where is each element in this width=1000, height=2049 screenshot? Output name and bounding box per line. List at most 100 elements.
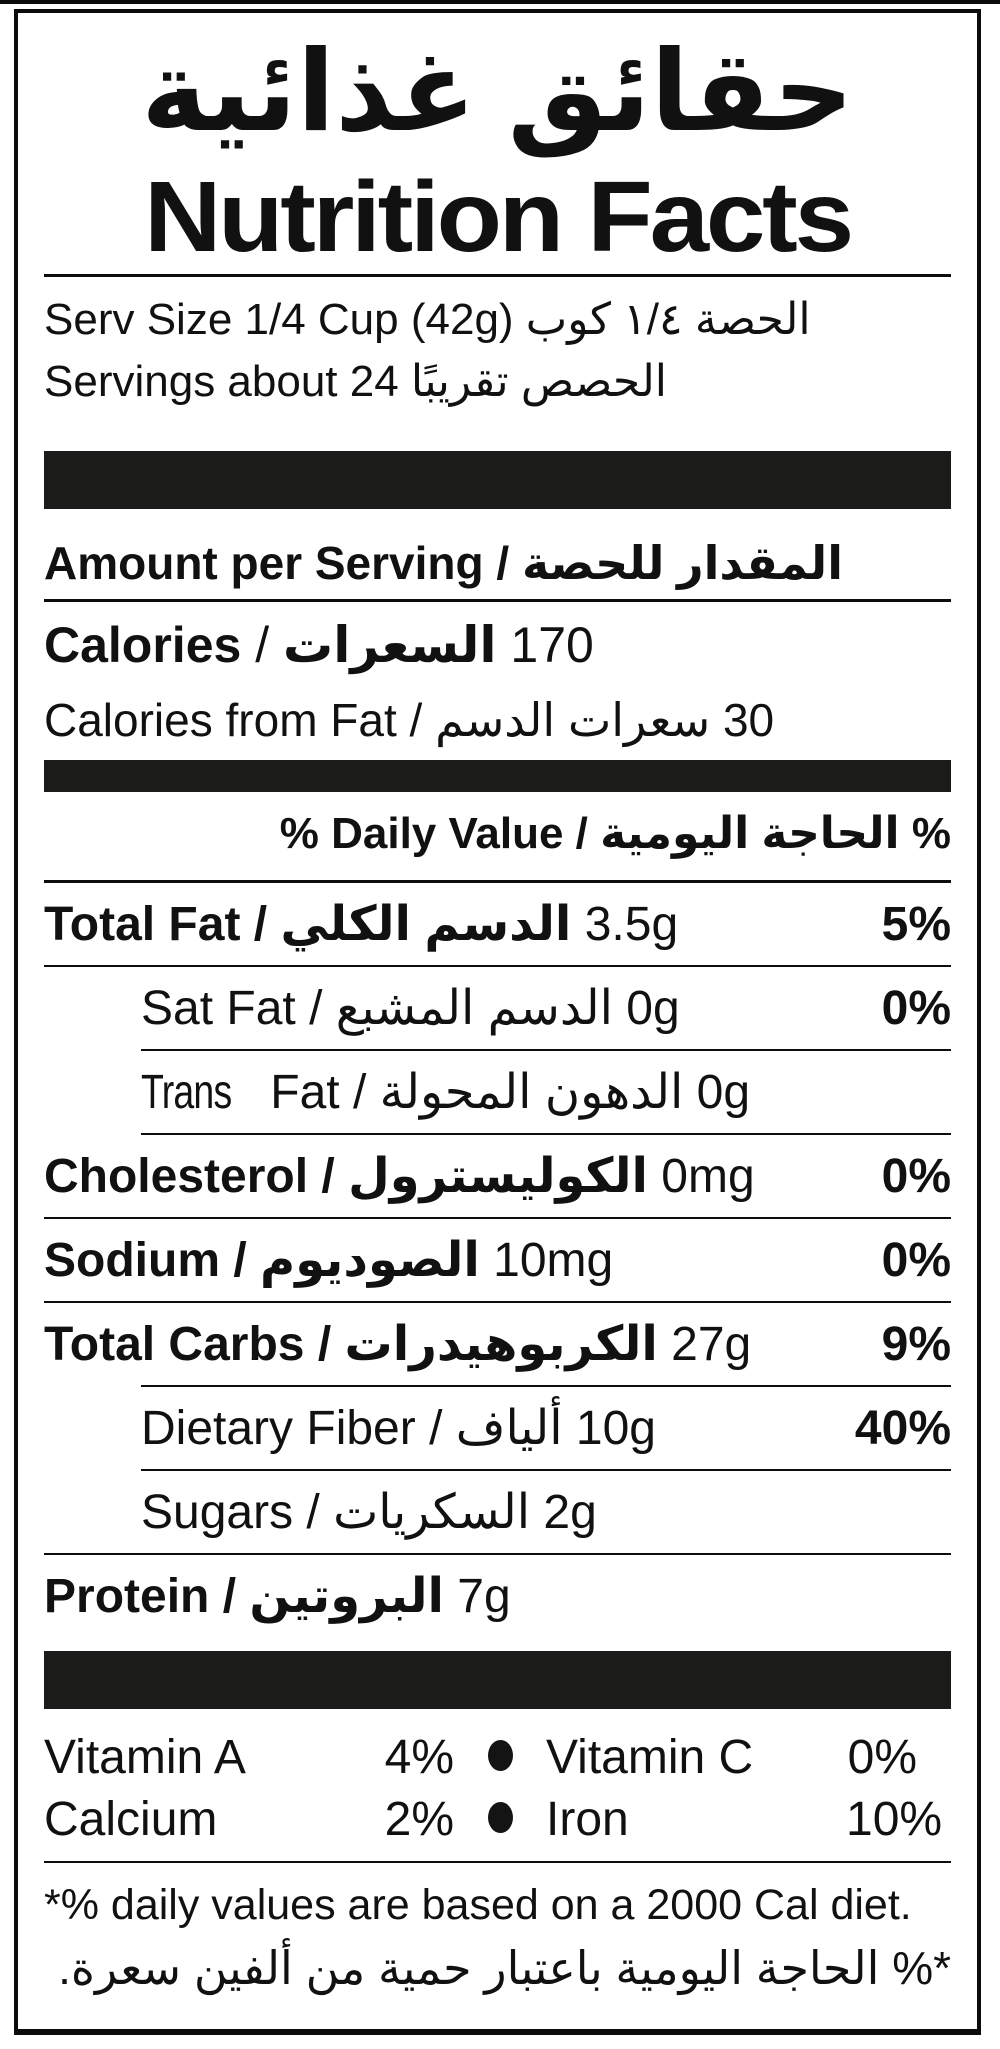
calories-from-fat-ar: سعرات الدسم [435, 694, 711, 746]
vitamin-name: Vitamin C [546, 1731, 754, 1784]
separator-slash: / [483, 537, 522, 589]
title-arabic: حقائق غذائية [141, 29, 854, 154]
daily-value-header: % Daily Value / الحاجة اليومية % [44, 806, 951, 862]
bullet-separator [454, 1727, 546, 1789]
nutrient-value: 10mg [479, 1234, 614, 1287]
nutrient-name-en: Fat [256, 1066, 340, 1119]
daily-value-header-ar: الحاجة اليومية [600, 809, 900, 858]
amount-divider [44, 599, 951, 602]
row-divider [141, 1469, 951, 1471]
nutrient-label-sugars: Sugars / السكريات 2g [141, 1485, 951, 1541]
separator-slash: / [339, 1066, 380, 1119]
servings-count-ar: الحصص تقريبًا [410, 357, 667, 406]
nutrient-name-ar: البروتين [249, 1570, 444, 1623]
nutrient-daily-value: 40% [854, 1402, 951, 1455]
serving-size-line: Serv Size 1/4 Cup (42g) الحصة ١/٤ كوب [44, 289, 951, 351]
nutrient-label-sat-fat: Sat Fat / الدسم المشبع 0g [141, 981, 831, 1037]
nutrient-name-ar: الصوديوم [260, 1234, 480, 1287]
vitamin-name: Vitamin A [44, 1731, 246, 1784]
daily-value-header-en: % Daily Value [279, 809, 564, 858]
nutrient-daily-value: 0% [881, 982, 951, 1035]
nutrient-value: 10g [562, 1402, 656, 1455]
nutrient-name-en: Sat Fat [141, 982, 296, 1035]
vitamin-percent: 10% [846, 1793, 943, 1846]
separator-slash: / [304, 1318, 345, 1371]
nutrient-row-sugars: Sugars / السكريات 2g [141, 1471, 951, 1553]
bullet-icon [487, 1739, 513, 1771]
calories-value: 170 [496, 617, 594, 673]
nutrient-label-protein: Protein / البروتين 7g [44, 1569, 951, 1625]
calories-ar: السعرات [283, 617, 497, 673]
nutrient-name-en: Cholesterol [44, 1150, 309, 1203]
trans-prefix: Trans [141, 1066, 232, 1119]
row-divider [44, 1217, 951, 1219]
amount-ar: المقدار للحصة [521, 537, 843, 589]
row-divider [141, 1133, 951, 1135]
nutrient-row-trans-fat: Trans Fat / الدهون المحولة 0g [141, 1051, 951, 1133]
nutrient-name-ar: الدهون المحولة [379, 1066, 684, 1119]
nutrient-row-total-carbs: Total Carbs / الكربوهيدرات 27g 9% [44, 1303, 951, 1385]
nutrient-name-ar: الكربوهيدرات [344, 1318, 658, 1371]
nutrient-name-ar: الدسم الكلي [280, 898, 572, 951]
nutrient-row-sodium: Sodium / الصوديوم 10mg 0% [44, 1219, 951, 1301]
vitamin-name: Calcium [44, 1793, 218, 1846]
title-divider [44, 274, 951, 277]
nutrient-value: 0g [612, 982, 680, 1035]
nutrient-label-trans-fat: Trans Fat / الدهون المحولة 0g [141, 1065, 951, 1121]
bullet-icon [487, 1801, 513, 1833]
servings-count-en: Servings about 24 [44, 357, 399, 406]
vitamin-percent: 0% [847, 1731, 917, 1784]
separator-slash: / [293, 1486, 334, 1539]
section-bar-top [44, 451, 951, 509]
nutrient-value: 3.5g [571, 898, 679, 951]
nutrient-value: 0g [683, 1066, 751, 1119]
nutrient-daily-value: 0% [881, 1234, 951, 1287]
nutrient-name-en: Total Carbs [44, 1318, 305, 1371]
nutrient-value: 7g [443, 1570, 511, 1623]
nutrient-label-dietary-fiber: Dietary Fiber / ألياف 10g [141, 1401, 831, 1457]
vitamin-row: Vitamin A 4% Vitamin C 0% [44, 1727, 951, 1789]
nutrient-name-en: Total Fat [44, 898, 241, 951]
nutrient-label-total-carbs: Total Carbs / الكربوهيدرات 27g [44, 1317, 831, 1373]
nutrients-list: Total Fat / الدسم الكلي 3.5g 5% Sat Fat / … [44, 883, 951, 1637]
servings-count-line: Servings about 24 الحصص تقريبًا [44, 351, 951, 413]
nutrient-row-dietary-fiber: Dietary Fiber / ألياف 10g 40% [141, 1387, 951, 1469]
row-divider [44, 1553, 951, 1555]
footnote-english: *% daily values are based on a 2000 Cal … [44, 1881, 912, 1929]
separator-slash: / [241, 617, 284, 673]
nutrient-daily-value: 9% [881, 1318, 951, 1371]
vitamins-list: Vitamin A 4% Vitamin C 0% Calcium 2% Iron 10% [44, 1727, 951, 1851]
section-bar-bottom [44, 1651, 951, 1709]
separator-slash: / [396, 694, 436, 746]
nutrient-row-sat-fat: Sat Fat / الدسم المشبع 0g 0% [141, 967, 951, 1049]
separator-slash: / [240, 898, 281, 951]
vitamin-percent: 2% [384, 1793, 454, 1846]
nutrient-label-cholesterol: Cholesterol / الكوليسترول 0mg [44, 1149, 831, 1205]
bullet-separator [454, 1789, 546, 1851]
row-divider [141, 1049, 951, 1051]
image-top-edge [0, 0, 1000, 4]
nutrient-label-sodium: Sodium / الصوديوم 10mg [44, 1233, 831, 1289]
separator-slash: / [563, 809, 601, 858]
serving-size-ar: الحصة ١/٤ كوب [525, 295, 811, 344]
separator-slash: / [220, 1234, 261, 1287]
nutrient-value: 0mg [647, 1150, 755, 1203]
amount-en: Amount per Serving [44, 537, 484, 589]
amount-per-serving-line: Amount per Serving / المقدار للحصة [44, 535, 951, 591]
row-divider [44, 965, 951, 967]
separator-slash: / [308, 1150, 349, 1203]
separator-slash: / [209, 1570, 250, 1623]
daily-value-header-suffix: % [899, 809, 951, 858]
calories-en: Calories [44, 617, 242, 673]
vitamin-percent: 4% [384, 1731, 454, 1784]
separator-slash: / [415, 1402, 456, 1455]
nutrient-name-ar: الدسم المشبع [335, 982, 613, 1035]
row-divider [141, 1385, 951, 1387]
calories-from-fat-line: Calories from Fat / سعرات الدسم 30 [44, 692, 951, 748]
vitamin-row: Calcium 2% Iron 10% [44, 1789, 951, 1851]
nutrient-name-en: Protein [44, 1570, 210, 1623]
serving-size-en: Serv Size 1/4 Cup (42g) [44, 295, 514, 344]
section-bar-middle [44, 760, 951, 792]
nutrient-value: 2g [530, 1486, 597, 1539]
